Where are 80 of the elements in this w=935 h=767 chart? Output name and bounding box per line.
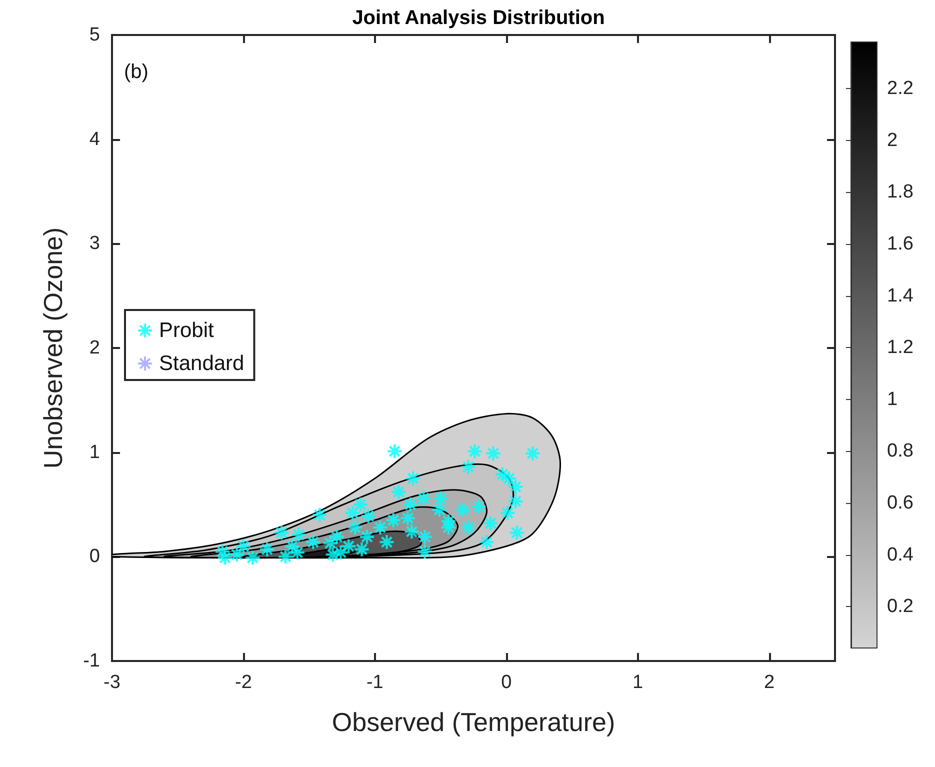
- point: [328, 528, 345, 545]
- point: [347, 519, 364, 536]
- color-bar-label: 1.6: [887, 234, 914, 254]
- point: [386, 443, 403, 460]
- point: [277, 548, 294, 565]
- legend-label: Probit: [159, 319, 214, 342]
- y-tick-label: 4: [89, 128, 100, 150]
- y-axis-title: Unobserved (Ozone): [38, 227, 68, 469]
- point: [460, 458, 476, 476]
- point: [216, 550, 234, 566]
- point: [259, 541, 276, 558]
- y-tick-label: 1: [89, 442, 100, 463]
- point: [372, 519, 388, 536]
- point: [466, 443, 483, 460]
- point: [404, 470, 422, 487]
- point: [360, 508, 376, 524]
- color-bar-label: 1.2: [887, 337, 914, 358]
- color-bar-label: 2.2: [887, 78, 914, 100]
- color-bar-label: 1.8: [887, 182, 914, 203]
- point: [273, 524, 290, 541]
- point: [385, 512, 402, 528]
- color-bar-label: 0.8: [887, 440, 914, 462]
- x-tick-label: 0: [501, 672, 512, 693]
- point: [482, 515, 499, 532]
- point: [332, 544, 349, 561]
- chart-title: Joint Analysis Distribution: [352, 7, 605, 29]
- legend-label: Standard: [159, 352, 244, 375]
- y-tick-label: 2: [89, 338, 100, 358]
- color-bar-label: 0.2: [887, 596, 914, 618]
- point: [432, 490, 449, 506]
- x-tick-label: -2: [235, 672, 252, 693]
- color-bar-label: 1: [887, 388, 898, 410]
- color-bar-label: 0.4: [887, 544, 914, 566]
- point: [524, 445, 541, 462]
- point: [305, 534, 322, 550]
- color-bar-label: 0.6: [887, 492, 914, 514]
- point: [478, 534, 495, 550]
- point: [508, 524, 525, 541]
- x-axis-title: Observed (Temperature): [332, 707, 616, 737]
- point: [500, 504, 516, 521]
- x-tick-label: -3: [104, 672, 120, 693]
- annotation: (b): [124, 61, 148, 83]
- y-tick-label: 5: [89, 24, 100, 46]
- point: [431, 502, 448, 518]
- point: [416, 528, 433, 545]
- point: [415, 490, 432, 506]
- point: [290, 526, 307, 543]
- point: [340, 538, 357, 554]
- point: [507, 493, 524, 510]
- point: [312, 506, 328, 524]
- point: [454, 502, 472, 518]
- point: [507, 478, 524, 495]
- point: [485, 445, 502, 462]
- point: [244, 550, 261, 566]
- color-bar-label: 1.4: [887, 285, 914, 306]
- point: [378, 534, 395, 550]
- point: [324, 546, 341, 563]
- point: [402, 496, 418, 513]
- point: [440, 519, 457, 536]
- point: [228, 546, 245, 563]
- point: [404, 524, 420, 540]
- x-tick-label: -1: [366, 672, 384, 693]
- x-tick-label: 1: [632, 672, 644, 693]
- point: [440, 513, 457, 530]
- point: [354, 541, 370, 558]
- point: [235, 538, 252, 554]
- point: [344, 504, 361, 521]
- y-tick-label: -1: [83, 650, 100, 672]
- point: [416, 543, 433, 560]
- x-tick-label: 2: [764, 672, 775, 693]
- color-bar-label: 2: [887, 130, 898, 151]
- point: [390, 484, 407, 500]
- y-tick-label: 0: [89, 546, 100, 568]
- point: [358, 528, 376, 545]
- point: [460, 519, 476, 536]
- point: [400, 510, 416, 526]
- point: [352, 496, 369, 513]
- y-tick-label: 3: [89, 233, 100, 254]
- point: [322, 535, 338, 552]
- point: [470, 498, 487, 515]
